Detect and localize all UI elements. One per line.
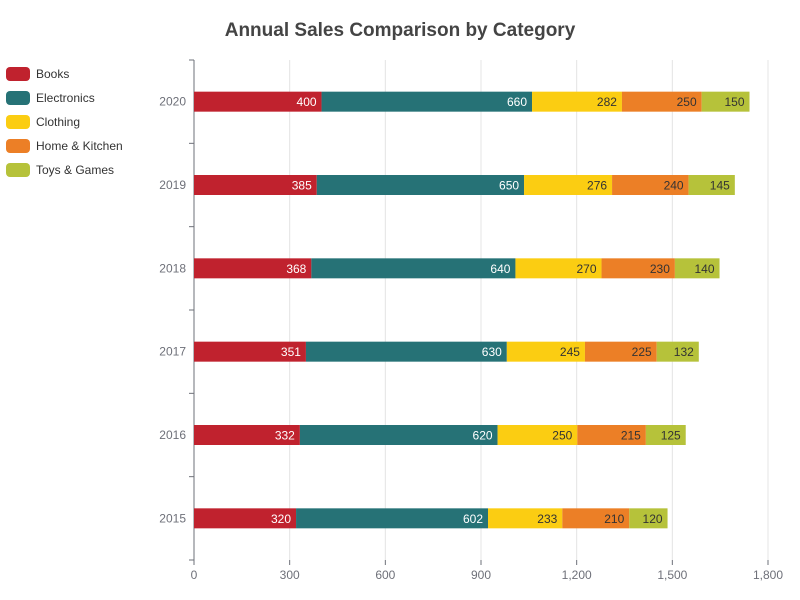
bar-segment: [488, 508, 563, 529]
legend-label: Home & Kitchen: [36, 139, 123, 153]
x-tick-label: 600: [375, 568, 395, 582]
bar-segment: [497, 425, 578, 445]
bar-segment: [194, 175, 317, 195]
bar-segment: [688, 175, 735, 195]
bar-segment: [194, 508, 297, 529]
bar-segment: [612, 175, 689, 195]
bar-segment: [601, 258, 675, 279]
legend-label: Toys & Games: [36, 163, 115, 177]
data-label: 650: [499, 179, 519, 193]
legend-swatch: [6, 115, 30, 129]
bar-segment: [656, 341, 699, 362]
data-label: 132: [674, 345, 694, 359]
data-label: 120: [643, 512, 663, 526]
data-label: 270: [577, 262, 597, 276]
data-label: 145: [710, 179, 730, 193]
data-label: 210: [604, 512, 624, 526]
bar-segment: [506, 341, 585, 362]
data-label: 660: [507, 95, 527, 109]
bar-segment: [621, 91, 702, 112]
legend-label: Electronics: [36, 91, 95, 105]
data-label: 400: [297, 95, 317, 109]
data-label: 150: [724, 95, 744, 109]
bar-segment: [532, 91, 622, 112]
data-label: 140: [694, 262, 714, 276]
bar-segment: [194, 425, 300, 445]
legend-swatch: [6, 163, 30, 177]
x-tick-label: 1,200: [562, 568, 592, 582]
data-label: 125: [661, 429, 681, 443]
data-label: 332: [275, 429, 295, 443]
bar-segment: [299, 425, 498, 445]
bar-segment: [305, 341, 507, 362]
data-label: 240: [664, 179, 684, 193]
data-label: 230: [650, 262, 670, 276]
x-tick-label: 0: [191, 568, 198, 582]
data-label: 602: [463, 512, 483, 526]
data-label: 276: [587, 179, 607, 193]
x-tick-label: 1,800: [753, 568, 783, 582]
x-tick-label: 900: [471, 568, 491, 582]
bar-segment: [577, 425, 646, 445]
bar-segment: [674, 258, 720, 279]
data-label: 385: [292, 179, 312, 193]
legend-item[interactable]: Electronics: [6, 86, 123, 110]
data-label: 368: [286, 262, 306, 276]
bar-segment: [311, 258, 516, 279]
legend-item[interactable]: Home & Kitchen: [6, 134, 123, 158]
legend: Books Electronics Clothing Home & Kitchen To…: [6, 62, 123, 182]
bar-segment: [316, 175, 525, 195]
data-label: 282: [597, 95, 617, 109]
bar-segment: [296, 508, 489, 529]
bar-segment: [701, 91, 750, 112]
data-label: 250: [552, 429, 572, 443]
y-tick-label: 2015: [159, 511, 186, 525]
legend-item[interactable]: Books: [6, 62, 123, 86]
chart-title: Annual Sales Comparison by Category: [224, 20, 576, 41]
bar-segment: [194, 91, 322, 112]
data-label: 225: [632, 345, 652, 359]
data-label: 215: [621, 429, 641, 443]
legend-item[interactable]: Toys & Games: [6, 158, 123, 182]
legend-swatch: [6, 139, 30, 153]
bar-segment: [194, 341, 306, 362]
bar-segment: [515, 258, 602, 279]
x-tick-label: 1,500: [657, 568, 687, 582]
data-label: 640: [490, 262, 510, 276]
bar-segment: [562, 508, 630, 529]
y-tick-label: 2016: [159, 428, 186, 442]
bar-segment: [321, 91, 533, 112]
legend-swatch: [6, 67, 30, 81]
data-label: 245: [560, 345, 580, 359]
y-tick-label: 2020: [159, 95, 186, 109]
data-label: 233: [537, 512, 557, 526]
y-tick-label: 2017: [159, 345, 186, 359]
legend-item[interactable]: Clothing: [6, 110, 123, 134]
bar-segment: [645, 425, 686, 445]
data-label: 351: [281, 345, 301, 359]
bar-segment: [194, 258, 312, 279]
bar-segment: [629, 508, 668, 529]
x-tick-label: 300: [280, 568, 300, 582]
bar-segment: [524, 175, 613, 195]
legend-swatch: [6, 91, 30, 105]
bar-segment: [584, 341, 657, 362]
legend-label: Books: [36, 67, 70, 81]
y-tick-label: 2018: [159, 261, 186, 275]
data-label: 630: [482, 345, 502, 359]
data-label: 250: [677, 95, 697, 109]
data-label: 320: [271, 512, 291, 526]
data-label: 620: [473, 429, 493, 443]
y-tick-label: 2019: [159, 178, 186, 192]
legend-label: Clothing: [36, 115, 81, 129]
